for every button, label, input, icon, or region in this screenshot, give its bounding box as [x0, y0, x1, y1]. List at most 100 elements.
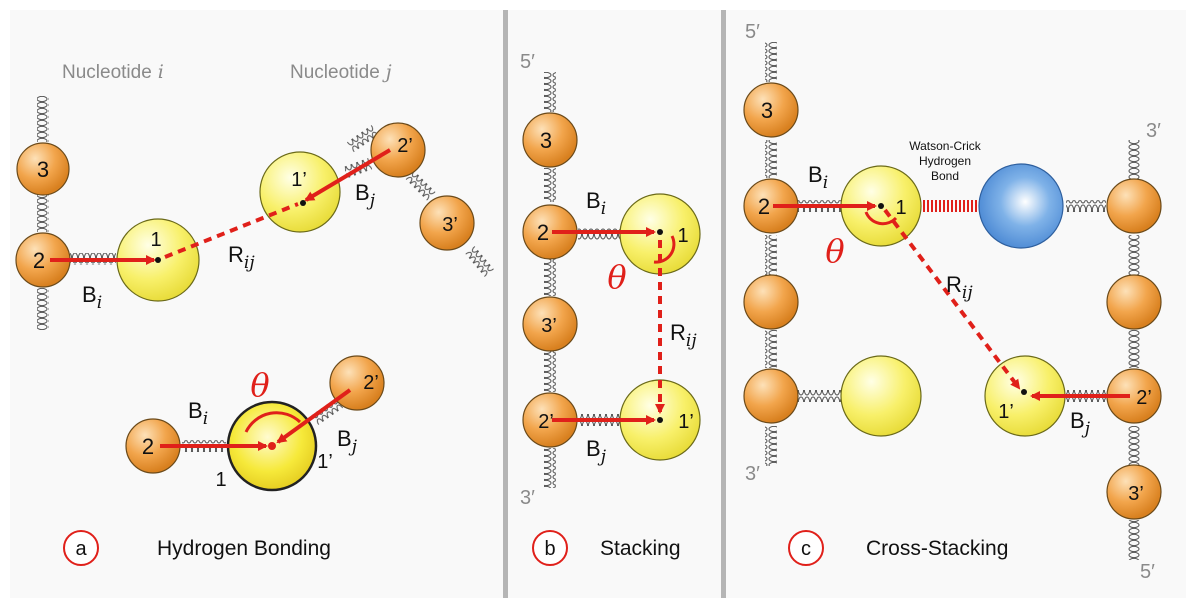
- panel-letter: c: [801, 538, 811, 560]
- bead: [743, 368, 799, 424]
- spring: [1066, 200, 1106, 212]
- bead-1-prime-label: 1’: [317, 451, 333, 473]
- center-dot: [155, 257, 161, 263]
- theta-label: θ: [607, 258, 626, 296]
- spring: [1128, 140, 1140, 180]
- spring: [765, 42, 777, 82]
- spring: [1128, 426, 1140, 468]
- bead-2-label: 2: [537, 220, 549, 245]
- spring: [544, 350, 556, 392]
- bead-1-prime-label: 1’: [291, 169, 307, 191]
- spring: [37, 190, 49, 232]
- label-bj: Bj: [586, 436, 607, 467]
- label-bj: Bj: [355, 180, 376, 211]
- bead-2-label: 2: [33, 248, 45, 273]
- center-dot: [300, 200, 306, 206]
- bead: [743, 274, 799, 330]
- wc-label-line2: Hydrogen: [919, 154, 971, 168]
- label-bi: Bi: [188, 398, 208, 429]
- bead-2-prime-label: 2’: [538, 411, 554, 433]
- three-prime-label: 3′: [520, 487, 535, 509]
- label-bj: Bj: [337, 426, 358, 457]
- vector-rij: [883, 208, 1021, 390]
- label-bj: Bj: [1070, 408, 1091, 439]
- bead-3-label: 3: [540, 128, 552, 153]
- spring: [544, 258, 556, 296]
- figure-background: [10, 10, 1186, 598]
- spring: [544, 72, 556, 112]
- spring: [37, 288, 49, 330]
- bead: [1106, 274, 1162, 330]
- theta-arc: [864, 211, 898, 226]
- spring: [1128, 235, 1140, 275]
- pairing-bead: [978, 163, 1064, 249]
- panel-letter-badge: [63, 530, 99, 566]
- panel-b: 5′ 3 2 3’ 2’ 1 1’ Bi Bj Rij θ 3′ b Stack…: [520, 51, 701, 566]
- spring: [765, 330, 777, 368]
- bead-3-label: 3: [37, 157, 49, 182]
- bead-3-prime-label: 3’: [541, 315, 557, 337]
- bead-1-label: 1: [677, 225, 688, 247]
- bead-3-prime: [419, 195, 475, 251]
- nucleotide-j-label: Nucleotide j: [290, 61, 392, 83]
- spring: [544, 168, 556, 202]
- spring: [544, 448, 556, 488]
- divider-bc: [721, 10, 726, 598]
- bead-3-prime-label: 3’: [442, 214, 458, 236]
- bead: [1106, 178, 1162, 234]
- center-dot: [657, 229, 663, 235]
- center-dot: [657, 417, 663, 423]
- panel-letter-badge: [532, 530, 568, 566]
- bead-2-prime-label: 2’: [397, 135, 413, 157]
- bead: [840, 355, 922, 437]
- label-rij: Rij: [670, 320, 697, 351]
- center-dot: [878, 203, 884, 209]
- five-prime-label: 5′: [1140, 561, 1155, 583]
- bead-3-prime: [1106, 464, 1162, 520]
- spring: [405, 170, 436, 201]
- panel-letter-badge: [788, 530, 824, 566]
- label-bi: Bi: [808, 162, 828, 193]
- panel-caption: Cross-Stacking: [866, 537, 1008, 560]
- bead-1-prime: [259, 151, 341, 233]
- panel-caption: Stacking: [600, 537, 681, 560]
- bead-1-prime-label: 1’: [998, 401, 1014, 423]
- wc-label-line1: Watson-Crick: [909, 139, 982, 153]
- panel-c: 5′ 3 2 1: [743, 21, 1162, 583]
- bead-1-label: 1: [150, 229, 161, 251]
- bead-2-prime-label: 2’: [363, 372, 379, 394]
- bead-1-prime-label: 1’: [678, 411, 694, 433]
- center-dot: [1021, 389, 1027, 395]
- bead-3-prime: [522, 296, 578, 352]
- spring: [311, 397, 344, 425]
- spring: [1128, 330, 1140, 368]
- spring: [765, 426, 777, 466]
- bead-3: [522, 112, 578, 168]
- bead-3: [743, 82, 799, 138]
- panel-a: Nucleotide i Nucleotide j 3 2 1 1’ 2’ 3’ B…: [15, 61, 494, 566]
- vector-rij: [164, 202, 299, 259]
- bead-2-prime: [370, 122, 426, 178]
- panel-caption: Hydrogen Bonding: [157, 537, 331, 560]
- theta-arc: [653, 235, 676, 264]
- bead-1-label: 1: [215, 469, 226, 491]
- theta-label: θ: [825, 232, 844, 270]
- spring: [1128, 520, 1140, 560]
- three-prime-label: 3′: [745, 463, 760, 485]
- vector-bj: [304, 148, 392, 202]
- five-prime-label: 5′: [745, 21, 760, 43]
- bead-3: [16, 142, 70, 196]
- spring: [765, 140, 777, 178]
- label-rij: Rij: [946, 272, 973, 303]
- spring: [37, 96, 49, 142]
- wc-bond-hatches: [923, 200, 977, 212]
- bead-3-prime-label: 3’: [1128, 483, 1144, 505]
- bead-1-label: 1: [895, 197, 906, 219]
- three-prime-label: 3′: [1146, 120, 1161, 142]
- label-bi: Bi: [82, 282, 102, 313]
- bead-2-label: 2: [142, 434, 154, 459]
- theta-label: θ: [250, 366, 269, 404]
- panel-letter: b: [544, 538, 555, 560]
